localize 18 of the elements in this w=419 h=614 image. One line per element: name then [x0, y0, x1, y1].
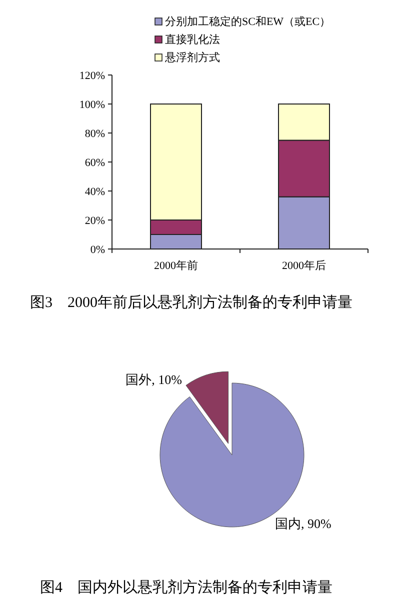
y-tick-label: 0%: [90, 244, 105, 256]
y-tick-label: 20%: [84, 215, 105, 227]
y-tick-label: 80%: [84, 128, 105, 140]
x-tick-label: 2000年后: [282, 259, 326, 272]
y-tick-label: 60%: [84, 157, 105, 169]
slice-label: 国内: [275, 516, 301, 531]
x-tick-label: 2000年前: [154, 260, 198, 272]
y-tick-label: 40%: [84, 186, 105, 198]
y-tick-label: 120%: [79, 70, 105, 82]
slice-label: 国外: [126, 372, 152, 387]
data-label: , 90%: [301, 516, 332, 531]
data-label: , 10%: [152, 372, 182, 387]
legend-label: 分别加工稳定的SC和EW（或EC）: [165, 15, 331, 28]
legend-label: 悬浮剂方式: [164, 51, 220, 64]
text: 图4 国内外以悬乳剂方法制备的专利申请量: [40, 579, 332, 596]
legend-label: 直接乳化法: [165, 33, 220, 46]
y-tick-label: 100%: [79, 99, 105, 111]
text: 图3 2000年前后以悬乳剂方法制备的专利申请量: [30, 294, 352, 311]
